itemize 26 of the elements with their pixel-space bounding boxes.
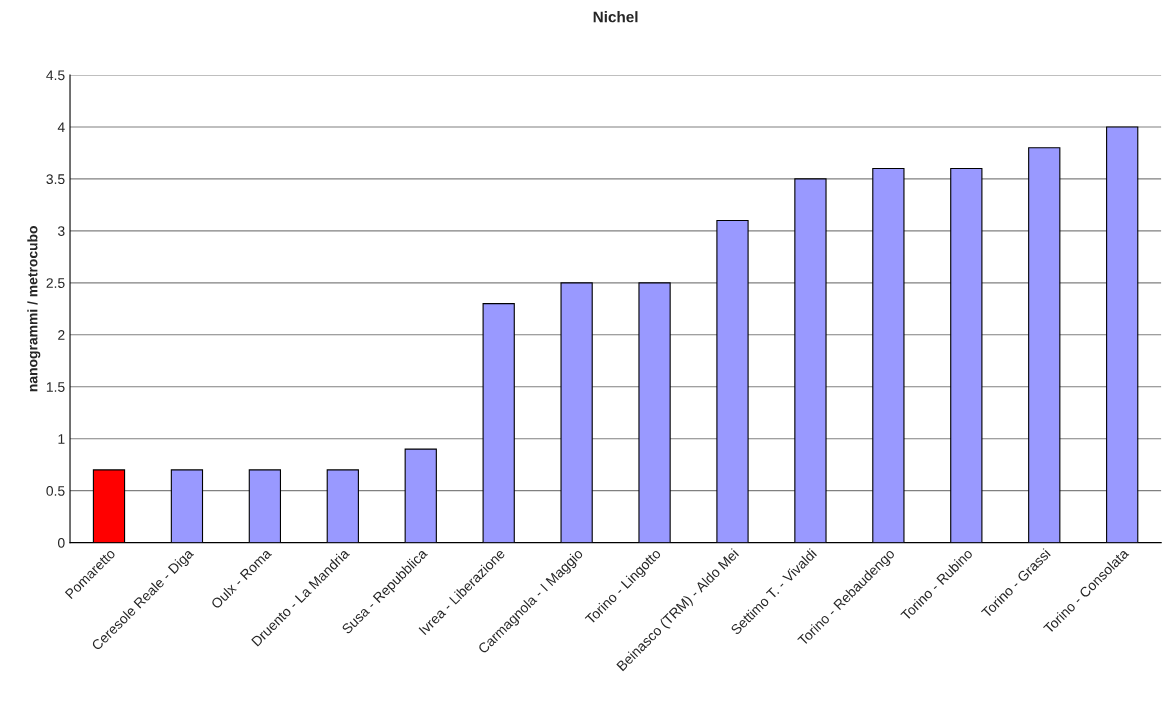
bar (872, 167, 905, 543)
bar (170, 469, 204, 543)
y-tick-label: 3.5 (46, 174, 65, 185)
bar (950, 167, 983, 543)
y-tick-label: 2 (58, 330, 65, 340)
y-tick-label: 1.5 (46, 382, 65, 392)
bar (92, 469, 126, 543)
bar (326, 469, 359, 543)
bar (560, 282, 593, 543)
bar (638, 282, 671, 543)
y-tick-label: 2.5 (46, 278, 65, 288)
bar (482, 303, 515, 543)
bar (1106, 126, 1139, 543)
bar (1028, 147, 1061, 543)
y-tick-label: 1 (58, 434, 65, 444)
y-tick-label: 0 (57, 537, 65, 548)
bar (404, 448, 437, 543)
y-axis-title: nanogrammi / metrocubo (27, 226, 41, 392)
bar (248, 469, 282, 543)
bar (794, 178, 827, 543)
y-tick-label: 3 (57, 226, 65, 237)
chart-title: Nichel (593, 11, 638, 23)
y-tick-label: 4.5 (46, 70, 65, 81)
y-tick-label: 4 (57, 122, 65, 132)
bar (716, 219, 749, 543)
y-tick-label: 0.5 (46, 486, 65, 496)
